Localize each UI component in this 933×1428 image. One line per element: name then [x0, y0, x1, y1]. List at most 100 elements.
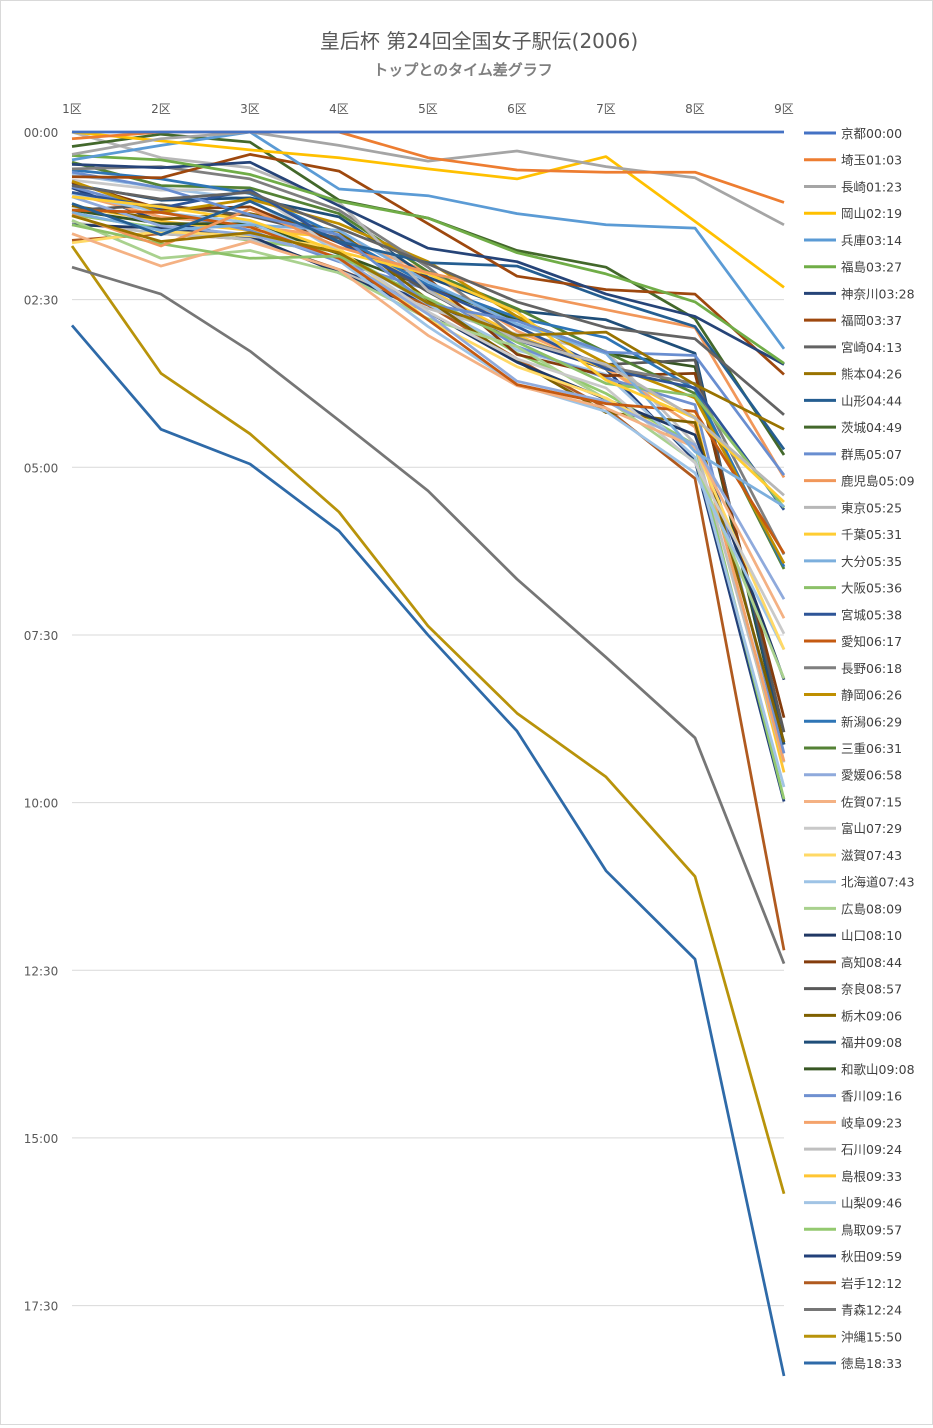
- legend-label: 徳島18:33: [841, 1356, 902, 1371]
- legend-item: 高知08:44: [804, 955, 902, 970]
- series-line: [71, 207, 786, 479]
- legend-item: 新潟06:29: [804, 714, 902, 729]
- x-tick-label: 1区: [62, 102, 82, 116]
- series-line: [71, 130, 786, 350]
- legend-label: 和歌山09:08: [841, 1062, 915, 1077]
- legend-item: 石川09:24: [804, 1142, 902, 1157]
- legend-label: 秋田09:59: [841, 1249, 902, 1264]
- legend-item: 鹿児島05:09: [804, 474, 915, 489]
- legend-label: 愛知06:17: [841, 634, 902, 649]
- legend-item: 熊本04:26: [804, 367, 902, 382]
- legend-item: 群馬05:07: [804, 447, 902, 462]
- legend-item: 宮崎04:13: [804, 340, 902, 355]
- legend-item: 山梨09:46: [804, 1196, 902, 1211]
- series-line: [71, 211, 785, 508]
- y-tick-label: 07:30: [24, 629, 59, 643]
- legend-label: 福島03:27: [841, 260, 902, 275]
- legend-label: 北海道07:43: [841, 875, 915, 890]
- y-tick-label: 12:30: [24, 964, 59, 978]
- legend-item: 茨城04:49: [804, 420, 902, 435]
- legend-label: 山梨09:46: [841, 1196, 902, 1211]
- legend-label: 兵庫03:14: [841, 233, 902, 248]
- legend-item: 岐阜09:23: [804, 1115, 902, 1130]
- legend-item: 栃木09:06: [804, 1008, 902, 1023]
- legend-label: 福岡03:37: [841, 313, 902, 328]
- x-tick-label: 8区: [685, 102, 705, 116]
- legend-label: 岐阜09:23: [841, 1115, 902, 1130]
- legend-label: 熊本04:26: [841, 367, 902, 382]
- x-tick-label: 9区: [774, 102, 794, 116]
- legend-label: 山口08:10: [841, 928, 902, 943]
- legend-item: 奈良08:57: [804, 982, 902, 997]
- legend-item: 広島08:09: [804, 901, 902, 916]
- legend-label: 佐賀07:15: [841, 794, 902, 809]
- legend-label: 三重06:31: [841, 741, 902, 756]
- series-line: [71, 130, 785, 289]
- legend-label: 岩手12:12: [841, 1276, 902, 1291]
- legend-item: 岩手12:12: [804, 1276, 902, 1291]
- legend-item: 東京05:25: [804, 500, 902, 515]
- legend-label: 福井09:08: [841, 1035, 902, 1050]
- series-line: [71, 154, 785, 365]
- series-line: [71, 221, 786, 763]
- legend-item: 島根09:33: [804, 1169, 902, 1184]
- legend-item: 富山07:29: [804, 821, 902, 836]
- legend-label: 京都00:00: [841, 126, 902, 141]
- series-line: [71, 178, 786, 635]
- legend-label: 島根09:33: [841, 1169, 902, 1184]
- series-line: [70, 245, 786, 1195]
- y-tick-label: 00:00: [24, 126, 59, 140]
- legend-label: 沖縄15:50: [841, 1329, 902, 1344]
- legend-item: 秋田09:59: [804, 1249, 902, 1264]
- y-tick-label: 02:30: [24, 294, 59, 308]
- legend-item: 徳島18:33: [804, 1356, 902, 1371]
- legend-label: 宮崎04:13: [841, 340, 902, 355]
- legend-label: 愛媛06:58: [841, 768, 902, 783]
- x-tick-label: 3区: [240, 102, 260, 116]
- legend-item: 埼玉01:03: [804, 153, 902, 168]
- legend-item: 福岡03:37: [804, 313, 902, 328]
- legend-item: 三重06:31: [804, 741, 902, 756]
- chart-subtitle: トップとのタイム差グラフ: [373, 61, 553, 79]
- legend-label: 長崎01:23: [841, 179, 902, 194]
- series-line: [70, 324, 786, 1377]
- y-tick-label: 17:30: [24, 1300, 59, 1314]
- legend-item: 岡山02:19: [804, 206, 902, 221]
- series-line: [71, 130, 785, 227]
- y-tick-label: 05:00: [24, 461, 59, 475]
- legend-label: 群馬05:07: [841, 447, 902, 462]
- x-tick-label: 4区: [329, 102, 349, 116]
- legend-label: 大分05:35: [841, 554, 902, 569]
- legend-item: 山口08:10: [804, 928, 902, 943]
- series-line: [71, 208, 786, 555]
- legend: 京都00:00 埼玉01:03 長崎01:23 岡山02:19 兵庫03:14 福島03:…: [804, 126, 915, 1371]
- legend-item: 青森12:24: [804, 1303, 902, 1318]
- series-line: [71, 130, 785, 497]
- legend-item: 和歌山09:08: [804, 1062, 915, 1077]
- legend-item: 愛媛06:58: [804, 768, 902, 783]
- legend-item: 宮城05:38: [804, 607, 902, 622]
- legend-item: 大分05:35: [804, 554, 902, 569]
- legend-label: 奈良08:57: [841, 982, 902, 997]
- y-axis-labels: 00:00 02:30 05:00 07:30 10:00 12:30 15:00 17:30: [24, 126, 59, 1314]
- legend-label: 茨城04:49: [841, 420, 902, 435]
- legend-label: 香川09:16: [841, 1089, 902, 1104]
- x-tick-label: 5区: [418, 102, 438, 116]
- legend-item: 沖縄15:50: [804, 1329, 902, 1344]
- x-tick-label: 7区: [596, 102, 616, 116]
- series-line: [71, 184, 785, 416]
- series-line: [71, 232, 786, 619]
- legend-label: 石川09:24: [841, 1142, 902, 1157]
- legend-item: 京都00:00: [804, 126, 902, 141]
- legend-item: 鳥取09:57: [804, 1222, 902, 1237]
- legend-item: 千葉05:31: [804, 527, 902, 542]
- legend-item: 大阪05:36: [804, 581, 902, 596]
- legend-item: 兵庫03:14: [804, 233, 902, 248]
- legend-item: 滋賀07:43: [804, 848, 902, 863]
- legend-label: 広島08:09: [841, 901, 902, 916]
- legend-label: 栃木09:06: [841, 1008, 902, 1023]
- legend-label: 埼玉01:03: [841, 153, 902, 168]
- series-line: [71, 192, 786, 651]
- legend-item: 長野06:18: [804, 661, 902, 676]
